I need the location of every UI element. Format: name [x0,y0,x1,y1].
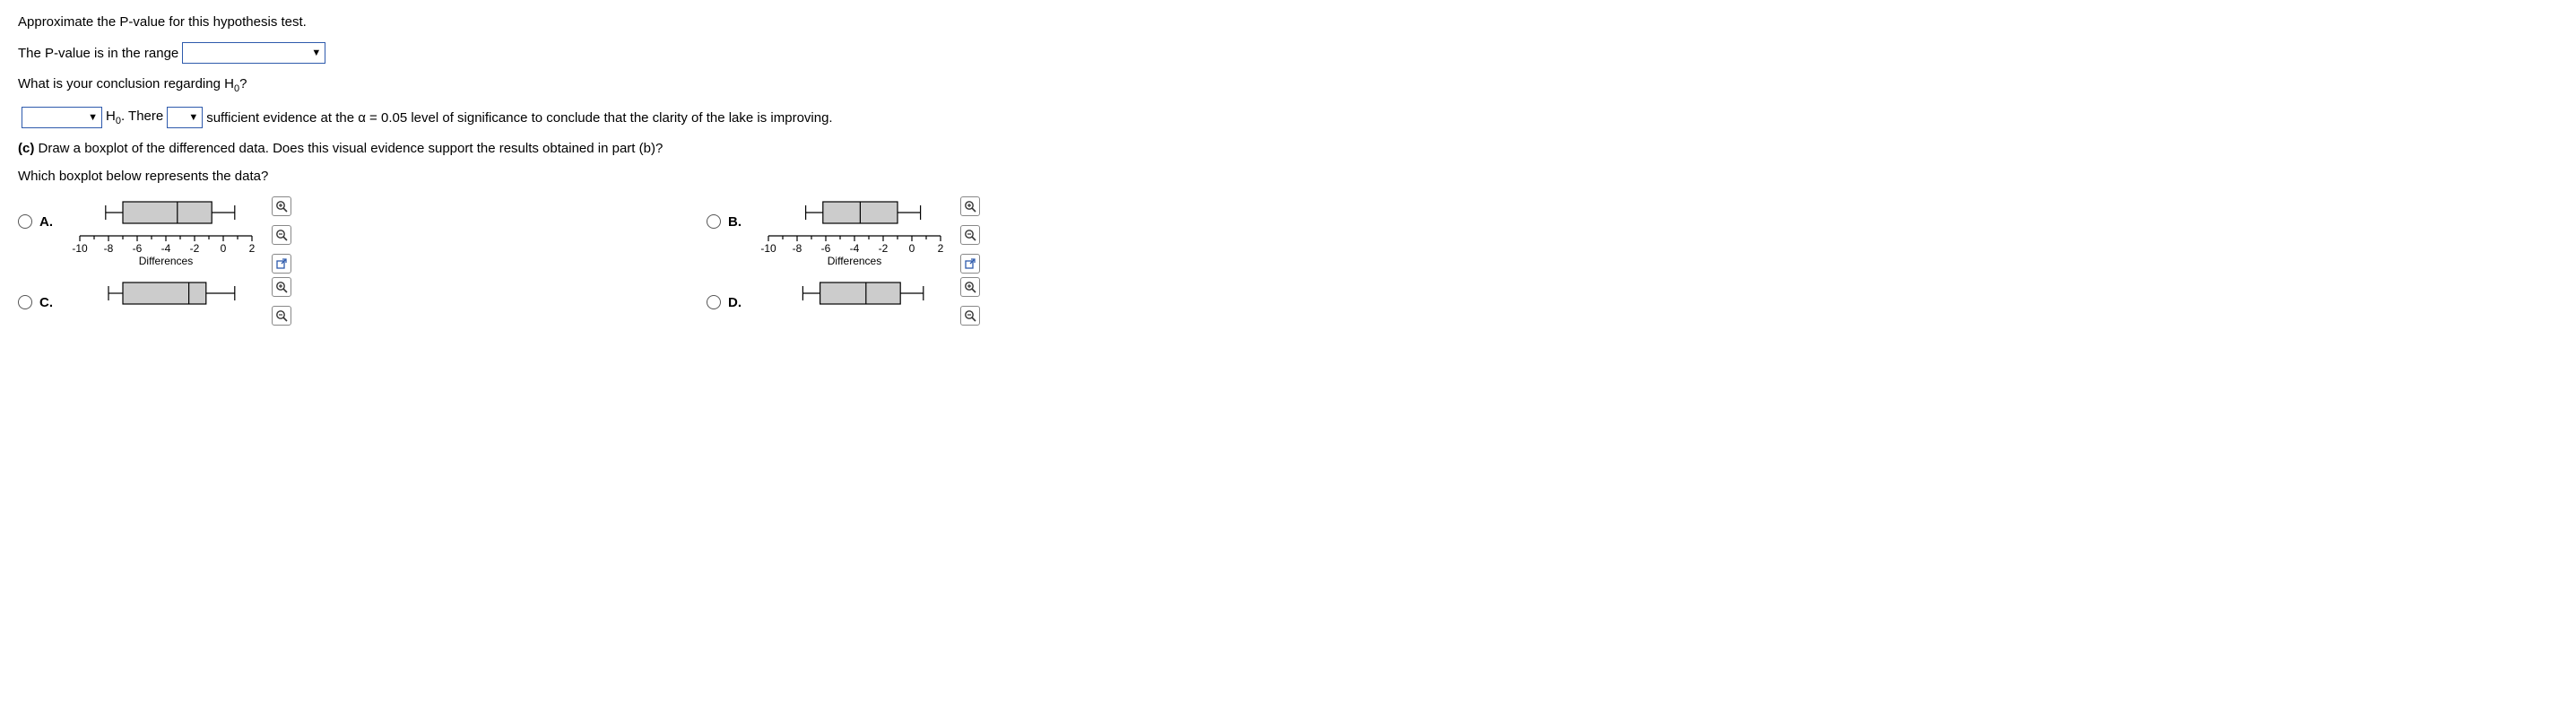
zoom-in-icon[interactable] [272,196,291,216]
svg-text:-8: -8 [793,242,802,255]
svg-text:-6: -6 [133,242,143,255]
svg-text:Differences: Differences [139,255,193,267]
svg-text:0: 0 [221,242,227,255]
chevron-down-icon: ▼ [88,112,98,123]
h0-text: H0. There [106,109,163,126]
reject-dropdown[interactable]: ▼ [22,107,102,128]
svg-text:-10: -10 [72,242,88,255]
popout-icon[interactable] [960,254,980,274]
chevron-down-icon: ▼ [188,112,198,123]
svg-text:-8: -8 [104,242,114,255]
boxplot-question: Which boxplot below represents the data? [18,169,2558,184]
popout-icon[interactable] [272,254,291,274]
part-c: (c) Draw a boxplot of the differenced da… [18,141,2558,156]
boxplot-b: -10 -8 -6 -4 -2 0 2 Differences [756,196,953,277]
options-row-1: A. -10 -8 -6 -4 -2 0 2 Differences B. -10 -8 -6 -4… [18,196,2558,277]
option-label-a: A. [39,196,53,277]
radio-c[interactable] [18,295,32,309]
chevron-down-icon: ▼ [311,48,321,58]
zoom-out-icon[interactable] [960,225,980,245]
radio-d[interactable] [707,295,721,309]
zoom-out-icon[interactable] [272,225,291,245]
svg-text:2: 2 [938,242,944,255]
zoom-in-icon[interactable] [272,277,291,297]
question-mark: ? [239,76,247,91]
svg-text:-2: -2 [190,242,200,255]
h0-mid-text: . There [121,109,163,124]
svg-text:Differences: Differences [828,255,881,267]
p-value-prompt: Approximate the P-value for this hypothe… [18,14,2558,30]
boxplot-c [67,277,265,326]
option-label-d: D. [728,277,742,326]
svg-text:-2: -2 [879,242,889,255]
zoom-in-icon[interactable] [960,277,980,297]
zoom-out-icon[interactable] [272,306,291,326]
svg-text:-10: -10 [760,242,776,255]
conclusion-tail: sufficient evidence at the α = 0.05 leve… [206,110,832,126]
p-value-range-label: The P-value is in the range [18,46,178,61]
conclusion-question-text: What is your conclusion regarding H [18,76,234,91]
conclusion-question: What is your conclusion regarding H0? [18,76,2558,94]
svg-text:2: 2 [249,242,256,255]
radio-b[interactable] [707,214,721,229]
zoom-in-icon[interactable] [960,196,980,216]
svg-text:-4: -4 [850,242,860,255]
p-value-range-dropdown[interactable]: ▼ [182,42,325,64]
option-label-c: C. [39,277,53,326]
boxplot-a: -10 -8 -6 -4 -2 0 2 Differences [67,196,265,277]
radio-a[interactable] [18,214,32,229]
option-label-b: B. [728,196,742,277]
part-c-label: (c) [18,141,34,156]
zoom-out-icon[interactable] [960,306,980,326]
svg-text:-6: -6 [821,242,831,255]
boxplot-d [756,277,953,326]
part-c-text: Draw a boxplot of the differenced data. … [34,141,663,156]
options-row-2: C. D. [18,277,2558,326]
svg-text:0: 0 [909,242,915,255]
sufficient-dropdown[interactable]: ▼ [167,107,203,128]
svg-text:-4: -4 [161,242,171,255]
